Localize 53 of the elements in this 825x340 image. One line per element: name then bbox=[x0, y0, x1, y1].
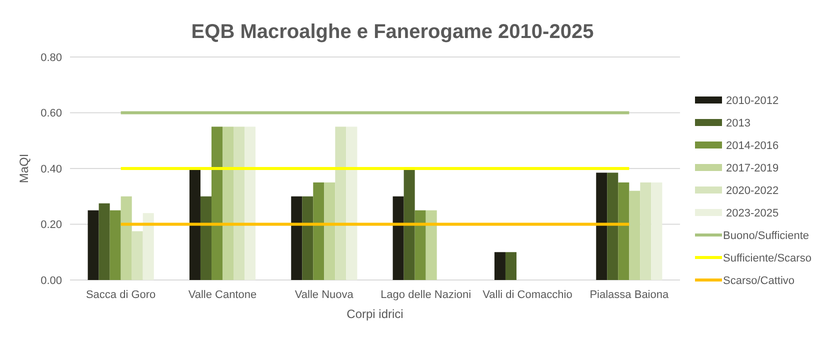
bar bbox=[607, 172, 618, 280]
bar bbox=[596, 172, 608, 280]
x-axis-title: Corpi idrici bbox=[346, 307, 404, 321]
x-tick-label: Pialassa Baiona bbox=[590, 289, 670, 301]
bar bbox=[414, 210, 426, 280]
y-tick-label: 0.20 bbox=[40, 219, 62, 232]
bar bbox=[313, 182, 324, 280]
bar bbox=[98, 203, 110, 280]
bar bbox=[244, 126, 256, 280]
x-tick-label: Valli di Comacchio bbox=[482, 289, 572, 301]
legend-label: Sufficiente/Scarso bbox=[723, 252, 812, 264]
bar bbox=[222, 126, 234, 280]
bar bbox=[120, 196, 132, 280]
bar bbox=[200, 196, 212, 280]
y-tick-label: 0.60 bbox=[40, 108, 62, 120]
bar bbox=[189, 168, 200, 280]
legend-label: 2014-2016 bbox=[726, 140, 779, 152]
y-tick-label: 0.00 bbox=[40, 274, 62, 287]
bar bbox=[651, 182, 662, 280]
bar bbox=[291, 196, 302, 280]
bar bbox=[302, 196, 314, 280]
bar bbox=[392, 196, 404, 280]
bar bbox=[618, 182, 630, 280]
bar bbox=[335, 126, 346, 280]
legend-label: Buono/Sufficiente bbox=[723, 230, 810, 242]
y-tick-label: 0.80 bbox=[40, 52, 62, 64]
bar bbox=[142, 213, 154, 280]
x-tick-label: Sacca di Goro bbox=[86, 289, 156, 301]
chart-title: EQB Macroalghe e Fanerogame 2010-2025 bbox=[191, 21, 594, 43]
legend-label: 2020-2022 bbox=[726, 184, 779, 197]
bar bbox=[211, 126, 222, 280]
bar bbox=[640, 182, 652, 280]
bar bbox=[88, 210, 99, 280]
y-axis-title: MaQI bbox=[17, 154, 31, 184]
x-tick-label: Lago delle Nazioni bbox=[380, 289, 472, 301]
legend-label: 2010-2012 bbox=[726, 94, 779, 107]
legend-label: Scarso/Cattivo bbox=[723, 274, 795, 287]
x-tick-label: Valle Nuova bbox=[294, 289, 354, 301]
bar bbox=[110, 210, 121, 280]
bar bbox=[346, 126, 358, 280]
x-tick-label: Valle Cantone bbox=[188, 289, 257, 301]
bar bbox=[494, 252, 506, 280]
bar bbox=[629, 190, 640, 280]
legend-label: 2013 bbox=[726, 117, 750, 130]
bar bbox=[234, 126, 245, 280]
legend-label: 2023-2025 bbox=[726, 207, 779, 220]
legend-label: 2017-2019 bbox=[726, 162, 779, 174]
bar bbox=[404, 168, 415, 280]
bar bbox=[426, 210, 437, 280]
y-tick-label: 0.40 bbox=[40, 163, 62, 176]
bar bbox=[132, 231, 143, 280]
bar bbox=[505, 252, 516, 280]
bar bbox=[324, 182, 336, 280]
